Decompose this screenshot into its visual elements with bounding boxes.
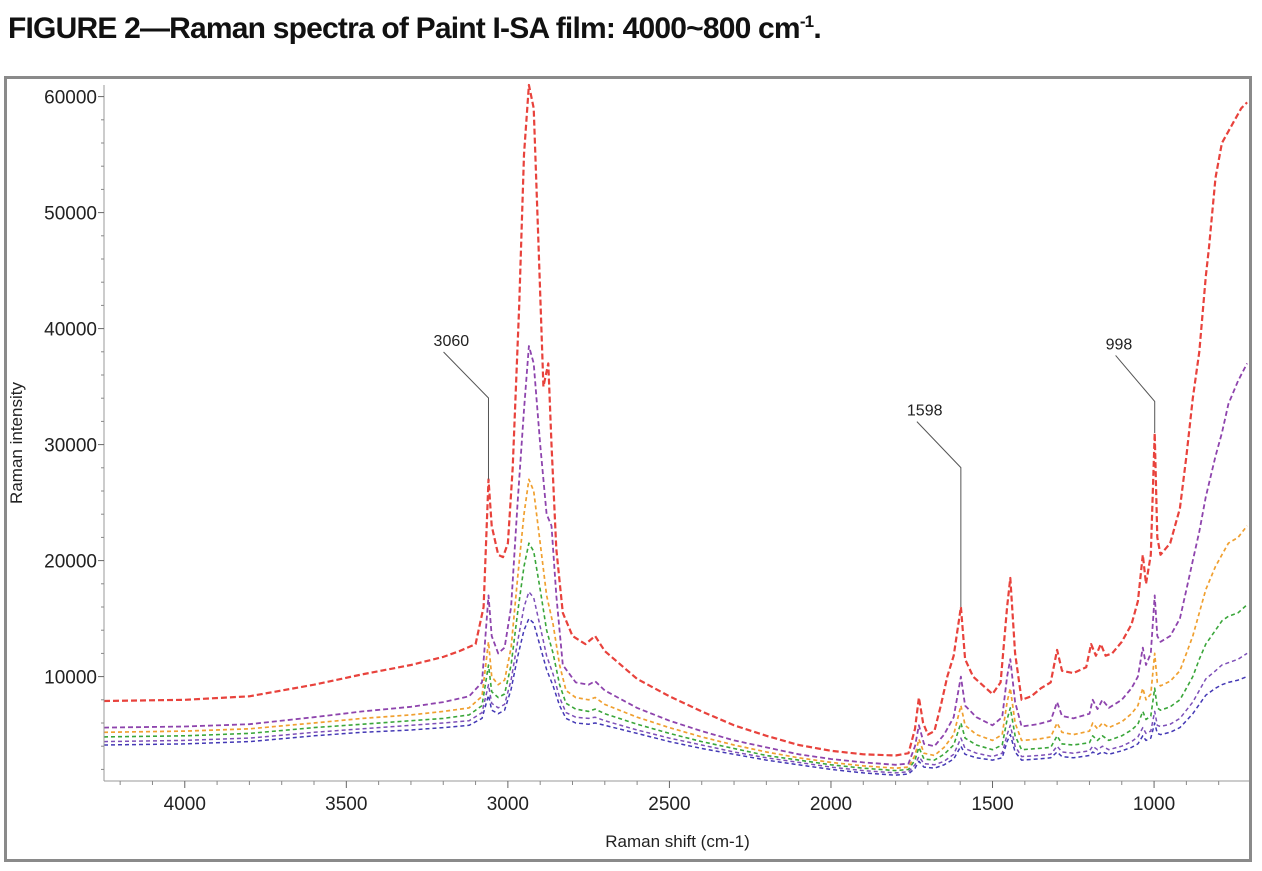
peak-label: 1598	[907, 403, 943, 420]
annotation-layer: 3060 1598 998	[434, 333, 1156, 607]
figure-title-period: .	[813, 12, 821, 45]
x-tick-label: 2500	[648, 794, 690, 815]
x-tick-label: 3500	[325, 794, 367, 815]
figure-title-superscript: -1	[799, 12, 814, 31]
y-tick-label: 20000	[44, 552, 97, 573]
series-line-3	[103, 478, 1248, 770]
series-layer	[103, 83, 1248, 776]
series-line-5	[103, 591, 1248, 774]
peak-label: 3060	[434, 333, 470, 350]
y-tick-label: 50000	[44, 204, 97, 225]
figure-title: FIGURE 2—Raman spectra of Paint I-SA fil…	[8, 12, 822, 46]
peak-callout-line	[1115, 355, 1156, 433]
series-line-6	[103, 617, 1248, 776]
figure-title-main: FIGURE 2—Raman spectra of Paint I-SA fil…	[8, 12, 801, 45]
y-tick-label: 60000	[44, 88, 97, 109]
series-line-2	[103, 345, 1248, 766]
x-tick-label: 1000	[1133, 794, 1175, 815]
x-axis-title: Raman shift (cm-1)	[605, 832, 750, 851]
chart-frame: 3060 1598 998 4000 3500 3000 2500 2000 1500 1000…	[4, 76, 1252, 862]
raman-spectrum-chart: 3060 1598 998 4000 3500 3000 2500 2000 1500 1000…	[7, 83, 1249, 851]
peak-callout-line	[916, 421, 962, 607]
y-tick-label: 10000	[44, 668, 97, 689]
series-line-1	[103, 83, 1248, 757]
axes-layer: 4000 3500 3000 2500 2000 1500 1000 10000 20000 30…	[44, 85, 1249, 815]
peak-label: 998	[1106, 336, 1133, 353]
peak-callout-line	[443, 351, 489, 480]
series-line-4	[103, 542, 1248, 772]
y-tick-label: 40000	[44, 320, 97, 341]
x-tick-label: 2000	[810, 794, 852, 815]
y-axis-title: Raman intensity	[7, 382, 26, 504]
x-tick-label: 3000	[487, 794, 529, 815]
y-tick-label: 30000	[44, 436, 97, 457]
x-tick-label: 1500	[971, 794, 1013, 815]
x-tick-label: 4000	[164, 794, 206, 815]
